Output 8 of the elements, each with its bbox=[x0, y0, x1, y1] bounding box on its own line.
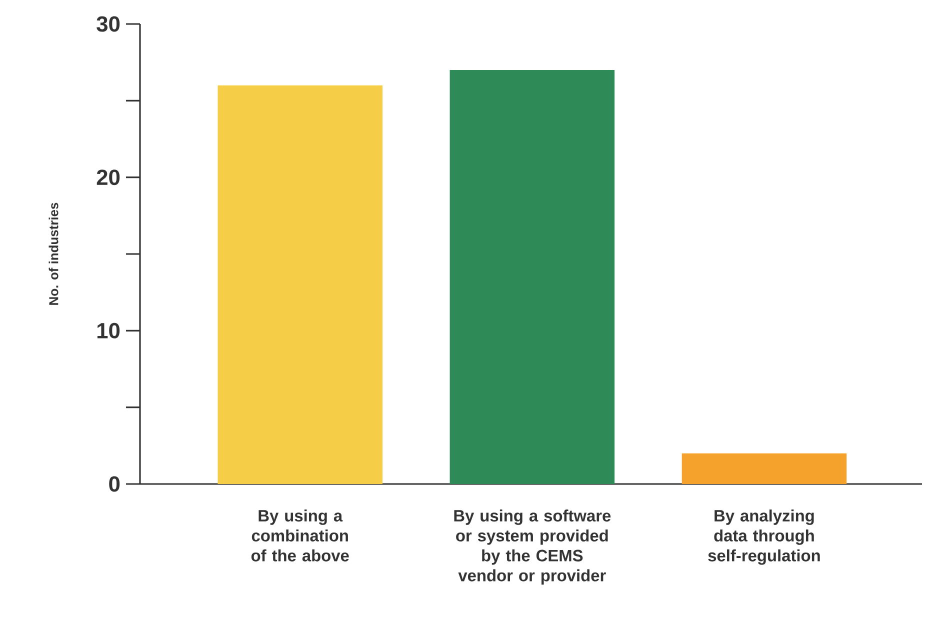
y-tick-label: 20 bbox=[96, 170, 120, 186]
x-tick-label: By using a software or system provided by the CEMS vendor or provider bbox=[454, 510, 611, 585]
y-tick-label: 10 bbox=[97, 322, 120, 338]
y-axis-title: No. of industries bbox=[48, 202, 58, 305]
x-tick-label: By using a combination of the above bbox=[251, 510, 349, 562]
y-tick-label: 30 bbox=[96, 16, 120, 32]
x-tick-label: By analyzing data through self-regulation bbox=[708, 510, 820, 565]
y-tick-label: 0 bbox=[109, 476, 120, 492]
